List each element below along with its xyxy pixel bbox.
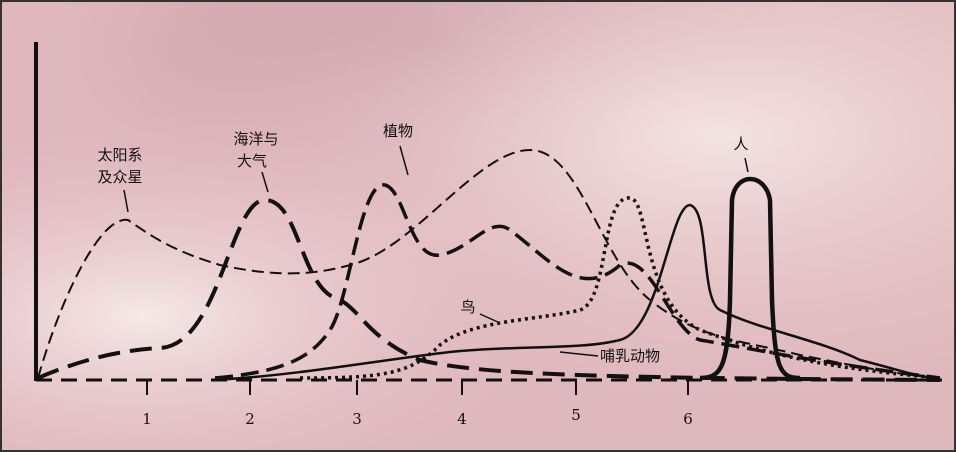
label: 哺乳动物 (600, 347, 660, 365)
mammals-curve (214, 203, 941, 382)
solar-system-curve (37, 149, 941, 379)
label: 鸟 (460, 298, 475, 316)
tick-label: 6 (683, 410, 693, 428)
tick-label: 1 (142, 410, 152, 428)
leader-line (123, 189, 129, 213)
birds-curve (299, 196, 941, 380)
tick-label: 2 (245, 410, 255, 428)
axis-ticks (146, 380, 689, 395)
leader-line (744, 157, 749, 173)
plants-curve (214, 183, 941, 380)
humans-curve (699, 176, 801, 381)
leader-line (261, 171, 269, 193)
label: 人 (733, 135, 748, 153)
leader-line (399, 145, 409, 176)
label: 植物 (383, 122, 413, 140)
tick-label: 4 (457, 410, 467, 428)
label: 及众星 (97, 168, 142, 186)
label: 大气 (237, 152, 267, 170)
leader-line (559, 351, 599, 357)
tick-label: 3 (352, 410, 362, 428)
leader-lines (123, 145, 749, 357)
tick-label: 5 (571, 406, 581, 424)
label: 海洋与 (233, 130, 278, 148)
label: 太阳系 (97, 146, 142, 164)
leader-line (479, 313, 501, 324)
